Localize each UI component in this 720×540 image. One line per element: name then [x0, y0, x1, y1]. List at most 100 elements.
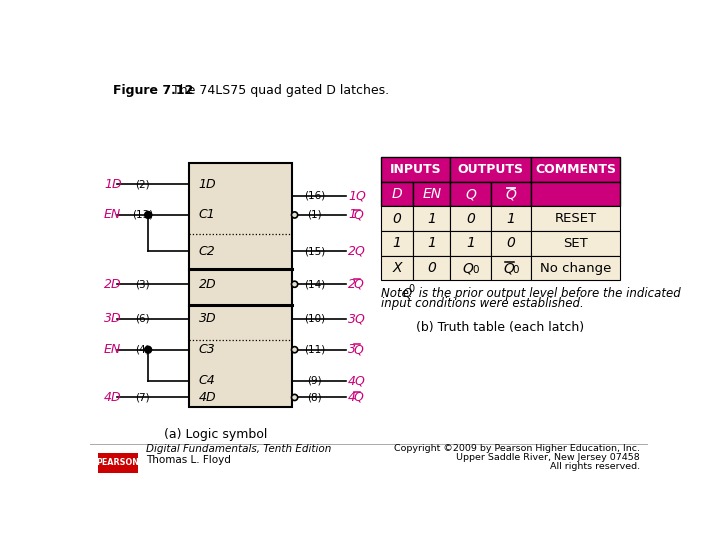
- Text: Figure 7.12: Figure 7.12: [113, 84, 194, 97]
- Text: 4Q: 4Q: [348, 374, 366, 387]
- Text: 2Q: 2Q: [348, 245, 366, 258]
- Text: 3: 3: [348, 343, 356, 356]
- Text: (16): (16): [304, 191, 325, 201]
- Text: (3): (3): [135, 279, 150, 289]
- Text: C1: C1: [199, 208, 215, 221]
- Text: 1: 1: [348, 208, 356, 221]
- Text: No change: No change: [540, 261, 611, 274]
- Text: 3Q: 3Q: [348, 313, 366, 326]
- Text: EN: EN: [104, 343, 121, 356]
- Text: OUTPUTS: OUTPUTS: [458, 163, 523, 176]
- Bar: [531, 206, 620, 231]
- Text: Q: Q: [402, 287, 412, 300]
- Bar: [381, 231, 413, 256]
- Bar: [490, 182, 531, 206]
- Circle shape: [145, 346, 152, 353]
- Bar: [413, 182, 451, 206]
- Text: (10): (10): [304, 314, 325, 324]
- Text: C3: C3: [199, 343, 215, 356]
- Bar: [451, 206, 490, 231]
- Text: Copyright ©2009 by Pearson Higher Education, Inc.: Copyright ©2009 by Pearson Higher Educat…: [395, 444, 640, 453]
- Text: 1D: 1D: [199, 178, 216, 191]
- Bar: [381, 157, 451, 182]
- Bar: [451, 256, 490, 280]
- Text: 1: 1: [392, 237, 401, 251]
- Text: (13): (13): [132, 210, 153, 220]
- Text: Thomas L. Floyd: Thomas L. Floyd: [145, 455, 230, 465]
- Text: (15): (15): [304, 246, 325, 256]
- Text: The 74LS75 quad gated D latches.: The 74LS75 quad gated D latches.: [160, 84, 390, 97]
- Circle shape: [292, 394, 297, 401]
- Bar: [451, 157, 531, 182]
- Text: 1: 1: [428, 237, 436, 251]
- Bar: [451, 231, 490, 256]
- Text: 0: 0: [466, 212, 475, 226]
- Text: Q: Q: [463, 261, 474, 275]
- Text: Q: Q: [505, 187, 516, 201]
- Text: 1Q: 1Q: [348, 189, 366, 202]
- Text: Note:: Note:: [381, 287, 416, 300]
- Text: 1: 1: [466, 237, 475, 251]
- Text: X: X: [392, 261, 402, 275]
- Bar: [531, 231, 620, 256]
- Text: (b) Truth table (each latch): (b) Truth table (each latch): [416, 321, 585, 334]
- Bar: [531, 182, 620, 206]
- Text: EN: EN: [422, 187, 441, 201]
- Text: COMMENTS: COMMENTS: [535, 163, 616, 176]
- Text: SET: SET: [563, 237, 588, 250]
- Bar: [413, 206, 451, 231]
- Text: Q: Q: [465, 187, 476, 201]
- Text: 4D: 4D: [199, 391, 216, 404]
- Text: 0: 0: [428, 261, 436, 275]
- Text: All rights reserved.: All rights reserved.: [550, 462, 640, 471]
- Text: Q: Q: [354, 208, 364, 221]
- Text: 4D: 4D: [104, 391, 122, 404]
- Bar: [490, 231, 531, 256]
- Text: 0: 0: [506, 237, 516, 251]
- Text: C4: C4: [199, 374, 215, 387]
- Text: is the prior output level before the indicated: is the prior output level before the ind…: [415, 287, 680, 300]
- Text: Q: Q: [354, 278, 364, 291]
- Text: (1): (1): [307, 210, 322, 220]
- Bar: [381, 206, 413, 231]
- Circle shape: [292, 212, 297, 218]
- Text: RESET: RESET: [554, 212, 597, 225]
- Bar: [490, 206, 531, 231]
- Text: Q: Q: [503, 261, 514, 275]
- Text: (6): (6): [135, 314, 150, 324]
- Text: Q: Q: [354, 343, 364, 356]
- Text: 0: 0: [472, 265, 478, 275]
- Text: 1: 1: [506, 212, 516, 226]
- Text: (14): (14): [304, 279, 325, 289]
- Text: PEARSON: PEARSON: [96, 458, 140, 468]
- Bar: [531, 157, 620, 182]
- Text: 3D: 3D: [104, 313, 122, 326]
- Text: 2: 2: [348, 278, 356, 291]
- Circle shape: [145, 212, 152, 218]
- Text: (8): (8): [307, 393, 322, 402]
- Circle shape: [292, 281, 297, 287]
- Text: (2): (2): [135, 179, 150, 189]
- Bar: [413, 231, 451, 256]
- Text: 3D: 3D: [199, 313, 216, 326]
- Circle shape: [292, 347, 297, 353]
- Text: Q: Q: [354, 391, 364, 404]
- Text: 1D: 1D: [104, 178, 122, 191]
- Text: 0: 0: [392, 212, 401, 226]
- Text: (4): (4): [135, 345, 150, 355]
- Text: C2: C2: [199, 245, 215, 258]
- Text: D: D: [392, 187, 402, 201]
- Bar: [531, 256, 620, 280]
- Text: Digital Fundamentals, Tenth Edition: Digital Fundamentals, Tenth Edition: [145, 444, 331, 455]
- Text: 4: 4: [348, 391, 356, 404]
- Bar: [98, 453, 138, 473]
- Bar: [381, 182, 413, 206]
- Text: Upper Saddle River, New Jersey 07458: Upper Saddle River, New Jersey 07458: [456, 453, 640, 462]
- Bar: [413, 256, 451, 280]
- Bar: [490, 256, 531, 280]
- Text: 0: 0: [512, 265, 518, 275]
- Text: 2D: 2D: [199, 278, 216, 291]
- Bar: [381, 256, 413, 280]
- Text: EN: EN: [104, 208, 121, 221]
- Text: 2D: 2D: [104, 278, 122, 291]
